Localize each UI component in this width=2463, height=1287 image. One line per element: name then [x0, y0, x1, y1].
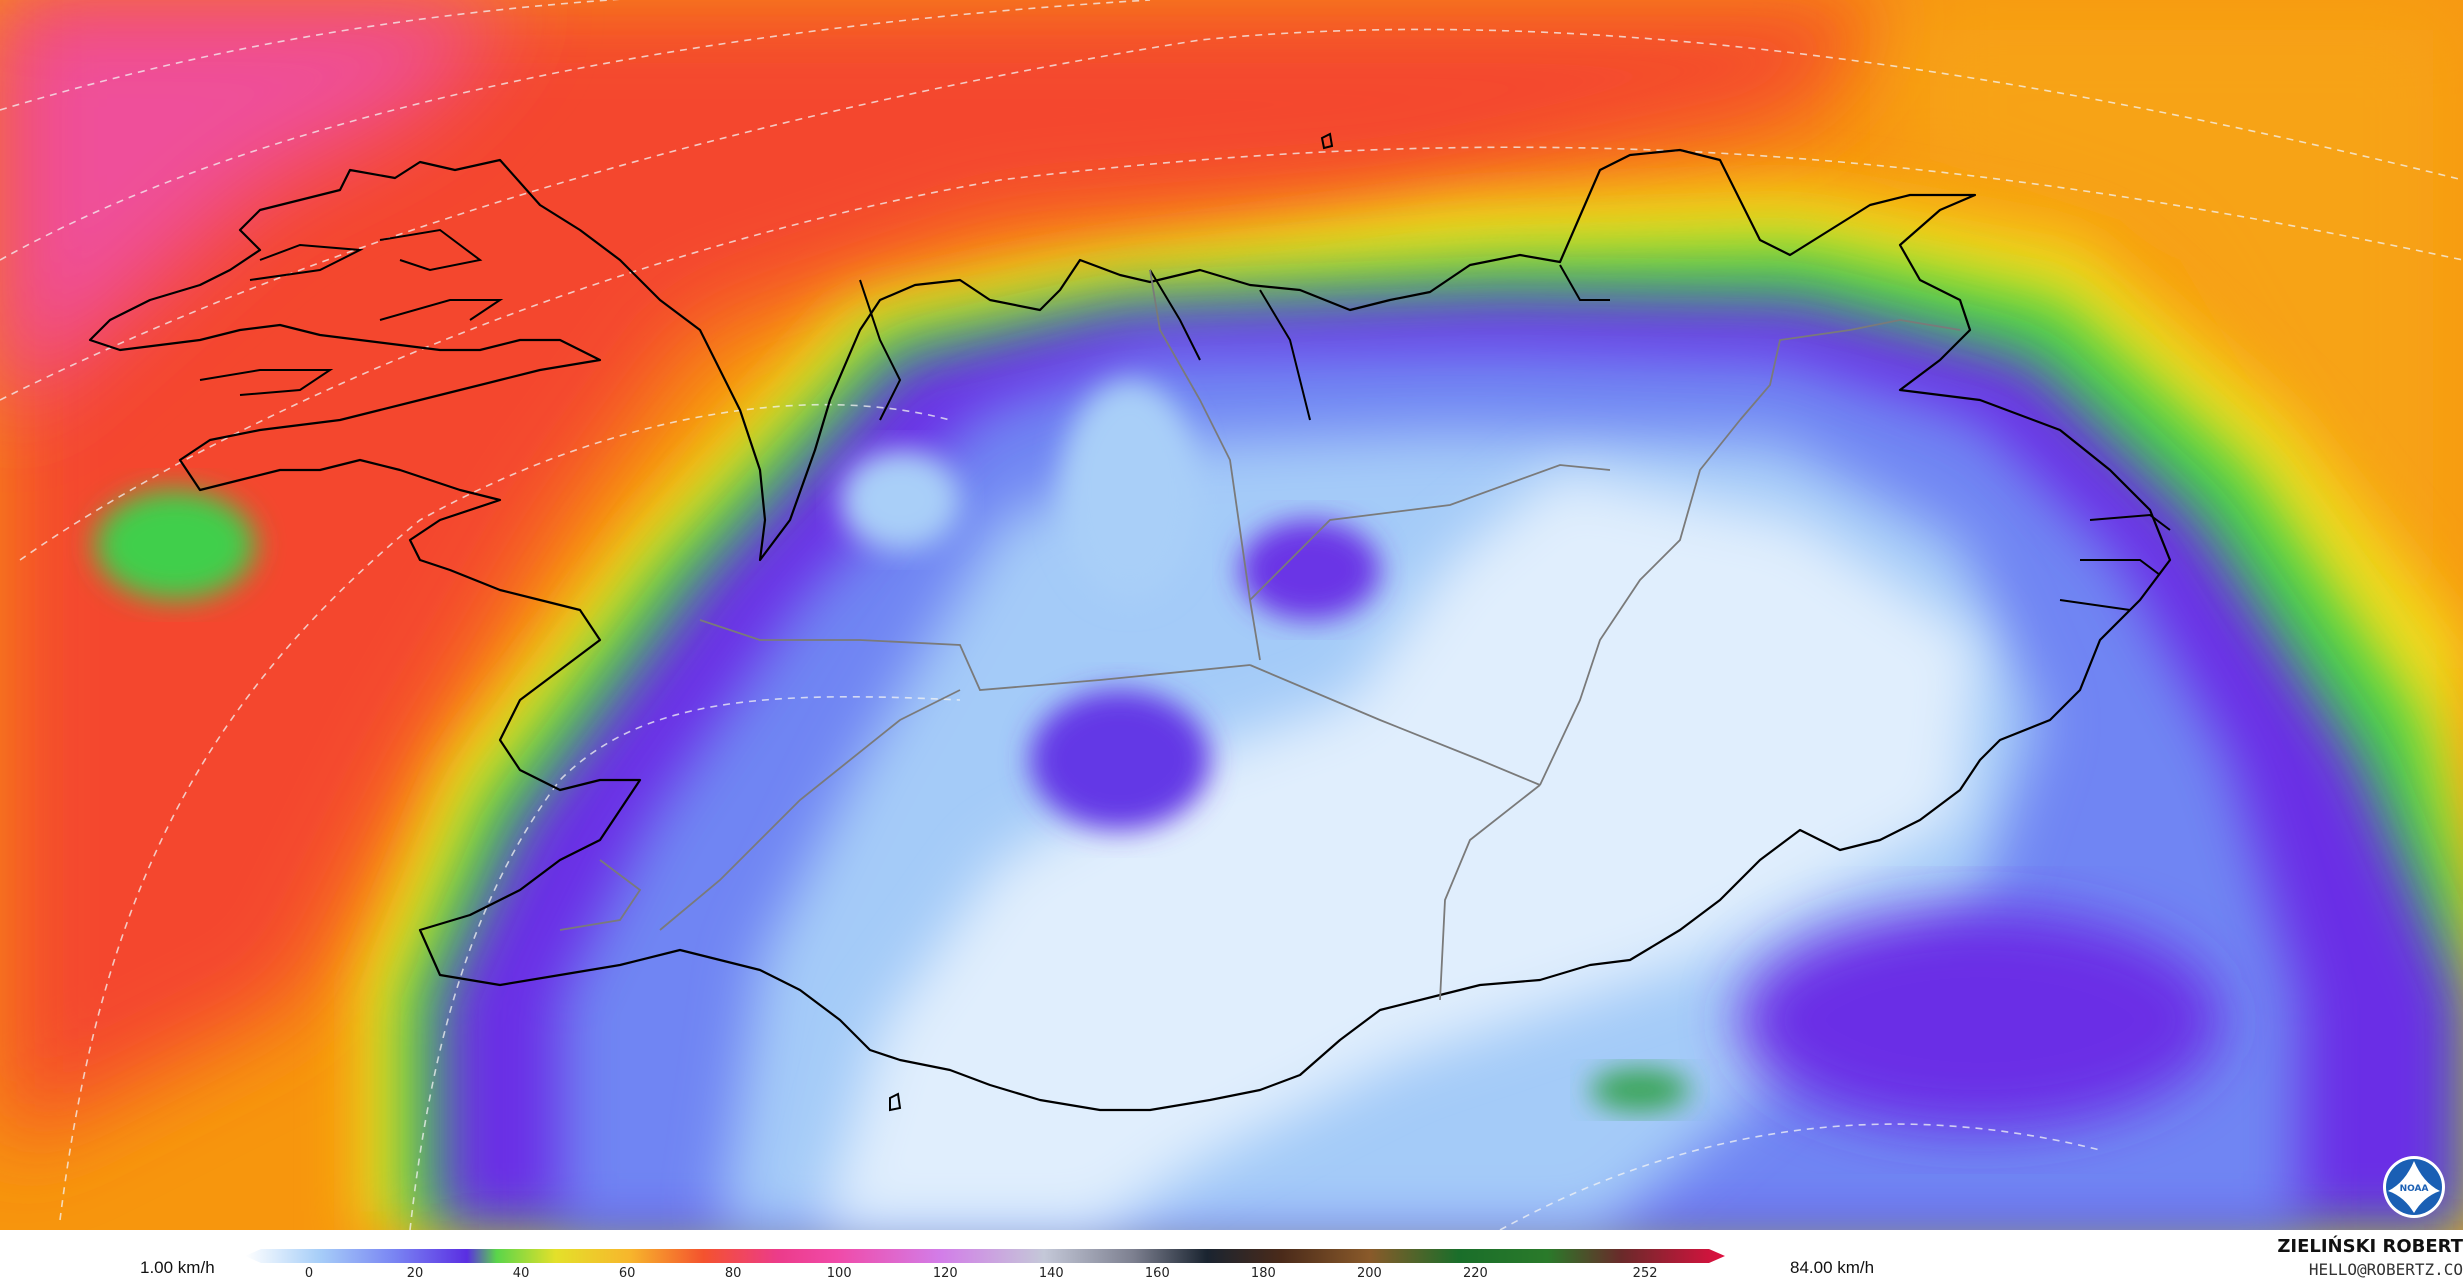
border-6 [1439, 784, 1541, 1001]
field-red-band [0, 0, 1900, 1150]
border-5 [1539, 419, 1741, 786]
fjord-9 [2080, 559, 2161, 576]
coastline [88, 148, 2172, 1112]
field-magenta [0, 0, 520, 420]
border-7 [1739, 319, 1961, 421]
legend-colorbar-fill [245, 1249, 1725, 1263]
isobar-3 [0, 28, 2463, 401]
credit-email: HELLO@ROBERTZ.CO [2308, 1260, 2463, 1279]
isobar-lines [0, 0, 2463, 1230]
legend-tick-label: 220 [1463, 1266, 1488, 1281]
field-purple-blob-3 [1740, 910, 2220, 1130]
border-2 [699, 619, 1251, 691]
credit-name: ZIELIŃSKI ROBERT [2277, 1236, 2463, 1257]
legend-max-label: 84.00 km/h [1790, 1258, 1875, 1277]
fjord-7 [1259, 289, 1311, 421]
legend-tick-label: 40 [512, 1266, 530, 1281]
field-purple-blob-2 [1030, 690, 1210, 830]
border-9 [559, 859, 642, 931]
fjord-8 [2089, 513, 2171, 531]
legend-tick-label: 160 [1144, 1266, 1170, 1281]
legend-tick-label: 100 [826, 1266, 852, 1281]
isobar-5 [59, 403, 951, 1221]
island-south [889, 1092, 902, 1112]
legend-tick-row: 0 20 40 60 80 100 120 140 160 180 200 220 252 [245, 1266, 1725, 1284]
noaa-logo-bird [2388, 1161, 2440, 1213]
legend-tick-label: 20 [406, 1266, 424, 1281]
fjord-3 [379, 228, 483, 272]
legend-tick-label: 200 [1356, 1266, 1382, 1281]
legend-tick-label: 80 [724, 1266, 742, 1281]
fjord-5 [859, 279, 902, 421]
noaa-logo-icon: NOAA [2383, 1156, 2445, 1218]
legend-tick-label: 252 [1632, 1266, 1658, 1281]
legend-min-label: 1.00 km/h [140, 1258, 215, 1277]
region-borders [559, 269, 1961, 1001]
fjord-2 [199, 369, 334, 396]
border-8 [659, 689, 961, 931]
field-green-blob-se [1590, 1068, 1690, 1112]
field-green-pocket-west [95, 490, 255, 600]
fjord-10 [2059, 599, 2131, 611]
fjord-4 [379, 299, 504, 321]
coastline-fjords [199, 228, 2171, 611]
wind-map: NOAA [0, 0, 2463, 1230]
field-purple-blob-1 [1240, 520, 1380, 620]
field-calm-core [820, 470, 1980, 1230]
noaa-logo-text: NOAA [2400, 1184, 2429, 1194]
border-3 [1249, 664, 1541, 786]
isobar-1 [0, 0, 621, 111]
fjord-11 [1559, 264, 1610, 301]
legend-bar: 1.00 km/h [0, 1230, 2463, 1287]
field-blue-blob-w [840, 450, 960, 550]
fjord-1 [249, 243, 364, 281]
legend-tick-label: 60 [618, 1266, 636, 1281]
border-4 [1249, 464, 1611, 601]
isobar-7 [1499, 1123, 2101, 1230]
legend-tick-label: 120 [932, 1266, 958, 1281]
isobar-6 [409, 696, 961, 1230]
island-north [1320, 132, 1334, 150]
isobar-2 [0, 0, 1151, 261]
fjord-6 [1149, 269, 1201, 361]
legend-tick-label: 0 [304, 1266, 314, 1281]
field-blue-blob-nw [1060, 380, 1200, 600]
isobar-4 [19, 146, 2463, 561]
legend-colorbar [245, 1249, 1725, 1263]
wind-map-svg [0, 0, 2463, 1230]
wind-field-layers [0, 0, 2463, 1230]
legend-tick-label: 180 [1250, 1266, 1276, 1281]
legend-tick-label: 140 [1038, 1266, 1064, 1281]
